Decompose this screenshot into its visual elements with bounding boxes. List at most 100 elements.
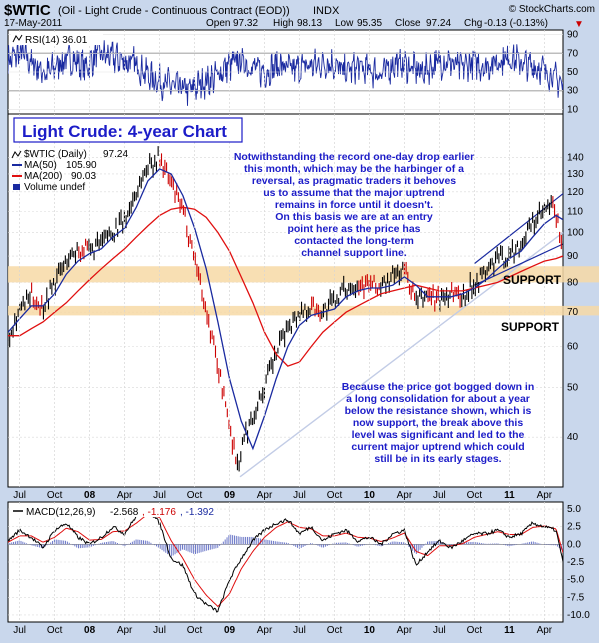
annotation-line: Because the price got bogged down in — [342, 381, 535, 393]
macd-tick-label: 2.5 — [567, 522, 581, 533]
axes — [8, 30, 563, 622]
open-value: 97.32 — [233, 18, 258, 29]
rsi-tick-label: 30 — [567, 86, 579, 97]
legend-price-name: $WTIC (Daily) — [24, 149, 87, 160]
date-label: 17-May-2011 — [4, 18, 63, 29]
x-tick-label: Apr — [537, 490, 553, 501]
price-tick-label: 80 — [567, 277, 579, 288]
x-tick-label: Jul — [153, 490, 166, 501]
x-tick-label: Jul — [153, 625, 166, 636]
symbol-title: $WTIC — [4, 2, 51, 19]
legend-ma200-value: 90.03 — [71, 171, 96, 182]
x-tick-label: Apr — [257, 490, 273, 501]
x-tick-label: Oct — [47, 490, 63, 501]
high-label: High — [273, 18, 294, 29]
rsi-tick-label: 70 — [567, 48, 579, 59]
annotation-top: Notwithstanding the record one-day drop … — [234, 151, 474, 259]
price-tick-label: 90 — [567, 251, 579, 262]
x-tick-label: 09 — [224, 625, 236, 636]
support-label-lower: SUPPORT — [501, 320, 560, 334]
support-band — [8, 266, 599, 283]
price-tick-label: 100 — [567, 228, 584, 239]
rsi-legend-bg — [11, 33, 103, 45]
price-bars — [8, 146, 563, 472]
annotation-line: a long consolidation for about a year — [346, 393, 530, 405]
price-plot — [8, 146, 599, 478]
legend-ma200-name: MA(200) — [24, 171, 62, 182]
x-tick-label: Apr — [397, 625, 413, 636]
price-tick-label: 120 — [567, 187, 584, 198]
annotation-line: this month, which may be the harbinger o… — [244, 163, 464, 175]
chg-label: Chg — [464, 18, 482, 29]
price-tick-label: 40 — [567, 432, 579, 443]
open-label: Open — [206, 18, 230, 29]
high-value: 98.13 — [297, 18, 322, 29]
x-tick-label: 11 — [504, 625, 515, 636]
annotation-line: channel support line. — [301, 247, 407, 259]
macd-signal-line — [8, 513, 563, 608]
chart-title-box — [13, 117, 243, 143]
chart-title: Light Crude: 4-year Chart — [22, 122, 227, 141]
macd-tick-label: 0.0 — [567, 539, 581, 550]
price-tick-label: 130 — [567, 169, 584, 180]
annotation-line: now support, the break above this — [353, 417, 524, 429]
x-tick-label: Oct — [187, 490, 203, 501]
x-tick-label: Apr — [397, 490, 413, 501]
x-tick-label: Apr — [257, 625, 273, 636]
annotation-line: us to assume that the major uptrend — [263, 187, 444, 199]
macd-line — [8, 508, 563, 613]
x-tick-label: Apr — [117, 625, 133, 636]
x-tick-label: Jul — [293, 490, 306, 501]
price-panel — [7, 113, 564, 488]
annotation-line: remains in force until it doesn't. — [275, 199, 433, 211]
x-tick-label: 08 — [84, 625, 96, 636]
annotation-line: contacted the long-term — [294, 235, 414, 247]
rsi-tick-label: 50 — [567, 67, 579, 78]
close-value: 97.24 — [426, 18, 451, 29]
trend-line — [239, 231, 564, 478]
x-tick-label: 10 — [364, 490, 376, 501]
x-tick-label: Jul — [13, 490, 26, 501]
price-tick-label: 60 — [567, 342, 579, 353]
x-tick-label: Oct — [467, 490, 483, 501]
down-arrow-icon: ▼ — [574, 19, 584, 30]
macd-tick-label: -7.5 — [567, 592, 585, 603]
macd-hist-value: , -1.392 — [180, 507, 214, 518]
brand-label: © StockCharts.com — [509, 4, 595, 15]
close-label: Close — [395, 18, 421, 29]
x-tick-label: 10 — [364, 625, 376, 636]
annotation-line: On this basis we are at an entry — [275, 211, 433, 223]
legend-ma50-name: MA(50) — [24, 160, 57, 171]
legend-volume-name: Volume undef — [24, 182, 85, 193]
x-tick-label: Oct — [47, 625, 63, 636]
x-tick-label: Jul — [293, 625, 306, 636]
annotation-line: reversal, as pragmatic traders it behove… — [252, 175, 456, 187]
x-tick-label: Jul — [13, 625, 26, 636]
support-label-upper: SUPPORT — [503, 273, 562, 287]
macd-tick-label: 5.0 — [567, 504, 581, 515]
rsi-tick-label: 90 — [567, 30, 579, 41]
rsi-line — [8, 37, 563, 106]
annotation-line: Notwithstanding the record one-day drop … — [234, 151, 474, 163]
legend-volume-swatch — [13, 184, 20, 190]
x-tick-label: 11 — [504, 490, 515, 501]
x-tick-label: Oct — [187, 625, 203, 636]
x-tick-label: Jul — [433, 625, 446, 636]
annotation-line: level was significant and led to the — [352, 429, 525, 441]
macd-legend-bg — [11, 505, 217, 517]
x-tick-label: Apr — [537, 625, 553, 636]
price-tick-label: 50 — [567, 382, 579, 393]
chg-value: -0.13 (-0.13%) — [484, 18, 548, 29]
macd-tick-label: -5.0 — [567, 575, 585, 586]
price-legend: $WTIC (Daily) 97.24 MA(50) 105.90 MA(200… — [11, 149, 128, 193]
macd-tick-label: -10.0 — [567, 610, 590, 621]
low-value: 95.35 — [357, 18, 382, 29]
x-tick-label: Oct — [327, 625, 343, 636]
x-tick-label: 08 — [84, 490, 96, 501]
x-tick-label: Apr — [117, 490, 133, 501]
annotation-bottom: Because the price got bogged down in a l… — [342, 381, 535, 465]
low-label: Low — [335, 18, 354, 29]
x-tick-label: Oct — [467, 625, 483, 636]
